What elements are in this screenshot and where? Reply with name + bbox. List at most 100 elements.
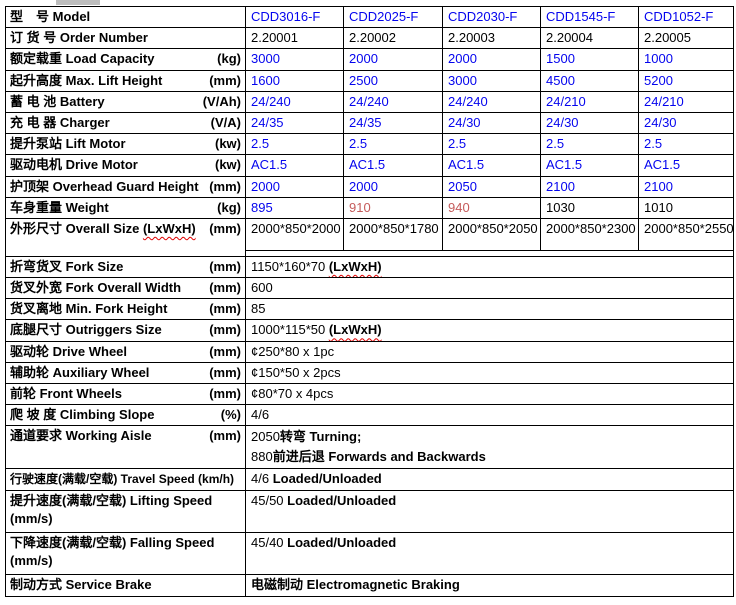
table-row-fork-width: 货叉外宽 Fork Overall Width (mm) 600 xyxy=(5,277,734,300)
row-header: 护顶架 Overhead Guard Height (mm) xyxy=(5,175,246,198)
cell-value-bold: Loaded/Unloaded xyxy=(287,534,397,550)
cell-value: 2000 xyxy=(251,178,280,194)
spec-cell: 24/35 xyxy=(245,111,344,135)
cell-value: 2000*850*2000 xyxy=(251,220,341,236)
cell-value: AC1.5 xyxy=(251,157,288,173)
row-unit: (V/A) xyxy=(210,114,241,130)
cell-value: 24/210 xyxy=(644,93,684,109)
aisle-line-turning: 2050转弯 Turning; xyxy=(251,429,362,445)
cell-value: 4/6 xyxy=(251,471,273,487)
spec-cell: 电磁制动 Electromagnetic Braking xyxy=(245,573,734,597)
table-row-lift-motor: 提升泵站 Lift Motor (kw) 2.5 2.5 2.5 2.5 2.5 xyxy=(5,133,734,156)
cell-value: AC1.5 xyxy=(546,157,583,173)
cell-value: 24/240 xyxy=(251,93,291,109)
row-header: 提升速度(满载/空载) Lifting Speed (mm/s) xyxy=(5,489,246,533)
row-label: 车身重量 Weight xyxy=(10,199,109,215)
row-header: 折弯货叉 Fork Size (mm) xyxy=(5,255,246,279)
row-label: 货叉离地 Min. Fork Height xyxy=(10,301,168,317)
row-label: 外形尺寸 Overall Size (LxWxH) xyxy=(10,220,196,236)
spec-cell: 24/210 xyxy=(540,90,639,113)
row-header: 货叉外宽 Fork Overall Width (mm) xyxy=(5,277,246,300)
table-row-outriggers-size: 底腿尺寸 Outriggers Size (mm) 1000*115*50 (Lx… xyxy=(5,319,734,342)
spellcheck-squiggle: (LxWxH) xyxy=(142,220,196,236)
row-unit: (kg) xyxy=(217,51,241,67)
cell-value: 85 xyxy=(251,301,266,317)
spec-cell: 2.5 xyxy=(638,133,734,156)
row-label: 蓄 电 池 Battery xyxy=(10,93,105,109)
table-row-auxiliary-wheel: 辅助轮 Auxiliary Wheel (mm) ¢150*50 x 2pcs xyxy=(5,361,734,385)
cell-value: 24/35 xyxy=(251,114,284,130)
spec-cell: 2000*850*2300 xyxy=(540,217,639,251)
spec-cell: 2100 xyxy=(638,175,734,198)
cell-value: 910 xyxy=(349,199,371,215)
cell-value: ¢150*50 x 2pcs xyxy=(251,364,341,380)
spec-cell: 1030 xyxy=(540,196,639,219)
table-row-overall-size: 外形尺寸 Overall Size (LxWxH) (mm) 2000*850*2… xyxy=(5,217,734,257)
spec-cell: AC1.5 xyxy=(638,154,734,177)
table-row-min-fork-height: 货叉离地 Min. Fork Height (mm) 85 xyxy=(5,298,734,321)
cell-value: 2.5 xyxy=(448,136,467,152)
row-header: 车身重量 Weight (kg) xyxy=(5,196,246,219)
row-unit: (mm) xyxy=(209,178,241,194)
spec-cell: 1010 xyxy=(638,196,734,219)
row-label: 提升泵站 Lift Motor xyxy=(10,136,126,152)
spec-cell: 24/210 xyxy=(638,90,734,113)
row-header: 订 货 号 Order Number xyxy=(5,27,246,50)
row-header: 下降速度(满载/空载) Falling Speed (mm/s) xyxy=(5,531,246,575)
spec-cell: 2.20004 xyxy=(540,27,639,50)
cell-value: 895 xyxy=(251,199,273,215)
cell-value: 2000*850*2300 xyxy=(546,220,636,236)
row-unit: (kw) xyxy=(215,136,241,152)
table-row-lifting-speed: 提升速度(满载/空载) Lifting Speed (mm/s) 45/50 Lo… xyxy=(5,489,734,533)
table-row-front-wheels: 前轮 Front Wheels (mm) ¢80*70 x 4pcs xyxy=(5,382,734,406)
spec-cell: 24/240 xyxy=(442,90,541,113)
row-header: 前轮 Front Wheels (mm) xyxy=(5,382,246,406)
spec-cell: CDD3016-F xyxy=(245,5,344,29)
spec-cell: 2.20003 xyxy=(442,27,541,50)
cell-value-bold: (LxWxH) xyxy=(328,258,382,274)
cell-value: 2.5 xyxy=(644,136,663,152)
table-row-load-capacity: 额定载重 Load Capacity (kg) 3000 2000 2000 15… xyxy=(5,48,734,71)
cell-value: 2.5 xyxy=(546,136,565,152)
row-unit: (mm) xyxy=(209,322,241,338)
row-header: 蓄 电 池 Battery (V/Ah) xyxy=(5,90,246,113)
spec-cell: 1150*160*70 (LxWxH) xyxy=(245,255,734,279)
row-unit: (mm) xyxy=(209,72,241,88)
table-row-climbing-slope: 爬 坡 度 Climbing Slope (%) 4/6 xyxy=(5,404,734,427)
cell-value: 4/6 xyxy=(251,407,270,423)
cell-value: 2000*850*2050 xyxy=(448,220,538,236)
cell-value: 2.5 xyxy=(251,136,270,152)
row-header: 充 电 器 Charger (V/A) xyxy=(5,111,246,135)
row-unit: (mm/s) xyxy=(10,552,53,568)
cell-value-bold: Loaded/Unloaded xyxy=(287,492,397,508)
spec-cell: 2000*850*1780 xyxy=(343,217,443,251)
spec-cell: 2.20005 xyxy=(638,27,734,50)
table-row-service-brake: 制动方式 Service Brake 电磁制动 Electromagnetic … xyxy=(5,573,734,597)
spec-cell: CDD2025-F xyxy=(343,5,443,29)
cell-value: 1000*115*50 xyxy=(251,322,329,338)
spec-cell: 4500 xyxy=(540,69,639,92)
spec-cell: 2.5 xyxy=(540,133,639,156)
cell-value: CDD2030-F xyxy=(448,9,518,24)
spec-cell: 24/240 xyxy=(245,90,344,113)
table-row-falling-speed: 下降速度(满载/空载) Falling Speed (mm/s) 45/40 Lo… xyxy=(5,531,734,575)
window-edge-artifact xyxy=(56,0,100,5)
table-row-model: 型 号 Model CDD3016-F CDD2025-F CDD2030-F … xyxy=(5,5,734,29)
row-label: 行驶速度(满载/空载) Travel Speed (km/h) xyxy=(10,472,235,487)
row-header: 爬 坡 度 Climbing Slope (%) xyxy=(5,404,246,427)
cell-value: 24/30 xyxy=(546,114,579,130)
spec-cell: 85 xyxy=(245,298,734,321)
spec-cell: 910 xyxy=(343,196,443,219)
row-header: 货叉离地 Min. Fork Height (mm) xyxy=(5,298,246,321)
spec-cell: 2000*850*2000 xyxy=(245,217,344,251)
row-label: 制动方式 Service Brake xyxy=(10,576,152,592)
cell-value: CDD3016-F xyxy=(251,9,321,24)
spec-cell: 24/30 xyxy=(540,111,639,135)
spec-cell: 2050转弯 Turning; 880前进后退 Forwards and Bac… xyxy=(245,425,734,470)
cell-value: 2100 xyxy=(644,178,673,194)
cell-value: 2050 xyxy=(448,178,477,194)
aisle-line-forwards: 880前进后退 Forwards and Backwards xyxy=(251,449,486,465)
spec-cell: ¢80*70 x 4pcs xyxy=(245,382,734,406)
cell-value: 2000*850*2550 xyxy=(644,220,734,236)
cell-value: 2000 xyxy=(349,51,378,67)
